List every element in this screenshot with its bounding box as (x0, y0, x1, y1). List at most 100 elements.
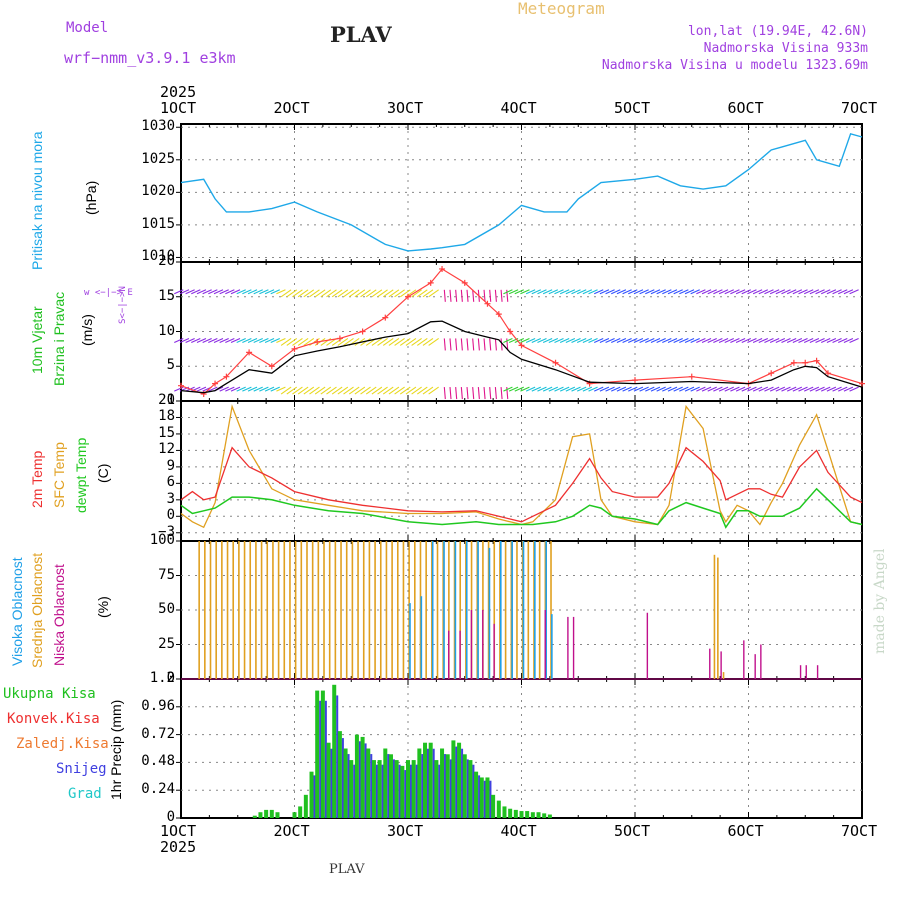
precip-bar (406, 760, 410, 818)
wind-barb (764, 386, 774, 392)
wind-barb (537, 386, 547, 392)
wind-barb (213, 289, 224, 295)
wind-barb (303, 337, 315, 346)
wind-barb (354, 386, 366, 395)
wind-barb (832, 337, 842, 343)
panel-frame (180, 540, 863, 680)
wind-barb (730, 337, 740, 343)
wind-barb (428, 386, 439, 395)
time-label: 7OCT (841, 822, 878, 840)
precip-snow-bar (444, 754, 447, 818)
wind-barb (225, 289, 235, 295)
wind-barb (365, 386, 377, 395)
wind-barb (276, 337, 286, 343)
wind-barb (331, 337, 343, 346)
precip-bar (525, 811, 530, 818)
wind-barb (365, 289, 377, 298)
wind-barb (531, 337, 542, 343)
precip-snow-bar (421, 754, 424, 818)
precip-bar (388, 754, 393, 818)
wind-barb (775, 386, 786, 392)
wind-barb (548, 337, 559, 343)
y-tick-label: 21 (158, 392, 175, 408)
wind-barb (707, 386, 717, 392)
y-tick-label: 5 (166, 357, 175, 374)
wind-barb (673, 386, 683, 392)
wind-barb (191, 289, 201, 295)
wind-barb (786, 289, 797, 295)
precip-snow-bar (324, 700, 327, 818)
wind-barb (724, 289, 734, 295)
wind-barb (371, 289, 383, 298)
wind-barb (348, 386, 360, 395)
wind-barb (297, 386, 309, 395)
wind-barb (838, 337, 848, 343)
time-label: 2OCT (273, 822, 310, 840)
time-label: 6OCT (727, 822, 764, 840)
wind-barb (411, 289, 422, 298)
dewpt-line (180, 487, 863, 529)
wind-barb (792, 337, 803, 343)
precip-snow-bar (489, 780, 492, 818)
y-tick-label: 1010 (141, 248, 175, 265)
wind-barb (399, 289, 411, 298)
precip-bar (462, 754, 467, 818)
wind-barb (673, 289, 683, 295)
wind-barb (422, 289, 434, 298)
sfc-temp-line (180, 404, 863, 529)
wind-barb (588, 289, 598, 295)
y-tick-label: 0.72 (141, 725, 175, 742)
wind-barb (230, 386, 241, 392)
wind-barb (219, 386, 229, 392)
y-tick-label: 100 (149, 532, 175, 548)
wind-barb (690, 289, 700, 295)
precip-bar (411, 760, 416, 818)
gust-mark (336, 335, 343, 342)
wind-barb (565, 289, 576, 295)
wind-barb (684, 337, 695, 343)
wind-barb (422, 386, 434, 395)
wind-barb (292, 337, 303, 346)
precip-snow-bar (427, 748, 430, 818)
wind-barb (593, 289, 604, 295)
precip-bar (349, 760, 354, 818)
wind-barb (411, 386, 422, 395)
precip-bar (428, 742, 433, 818)
wind-barb (735, 337, 746, 343)
precip-snow-bar (341, 738, 344, 818)
wind-barb (405, 386, 417, 395)
wind-barb (270, 289, 280, 295)
wind-barb (196, 337, 207, 343)
wind-barb (843, 337, 854, 343)
wind-barb (599, 386, 610, 392)
precip-bar (474, 771, 479, 818)
wind-barb (662, 386, 672, 392)
wind-barb (360, 289, 371, 298)
wind-barb (820, 289, 831, 295)
wind-barb (428, 337, 439, 346)
precip-bar (366, 748, 371, 818)
wind-barb (483, 387, 486, 400)
wind-barb (758, 337, 769, 343)
wind-barb (286, 386, 298, 395)
wind-barb (576, 337, 587, 343)
precip-snow-bar (364, 743, 367, 818)
precip-bar (547, 814, 552, 818)
precip-bar (371, 760, 376, 818)
wind-barb (525, 337, 536, 343)
precip-snow-bar (381, 764, 384, 818)
time-label: 5OCT (614, 822, 651, 840)
wind-barb (179, 289, 190, 295)
wind-barb (741, 337, 751, 343)
wind-barb (309, 386, 320, 395)
wind-barb (769, 289, 780, 295)
wind-barb (320, 386, 332, 395)
precip-bar (269, 809, 274, 818)
precip-snow-bar (415, 764, 418, 818)
wind-barb (242, 289, 252, 295)
wind-barb (494, 387, 497, 400)
precip-snow-bar (466, 759, 469, 818)
wind-barb (297, 337, 309, 346)
wind-barb (196, 386, 207, 392)
precip-snow-bar (387, 754, 390, 818)
